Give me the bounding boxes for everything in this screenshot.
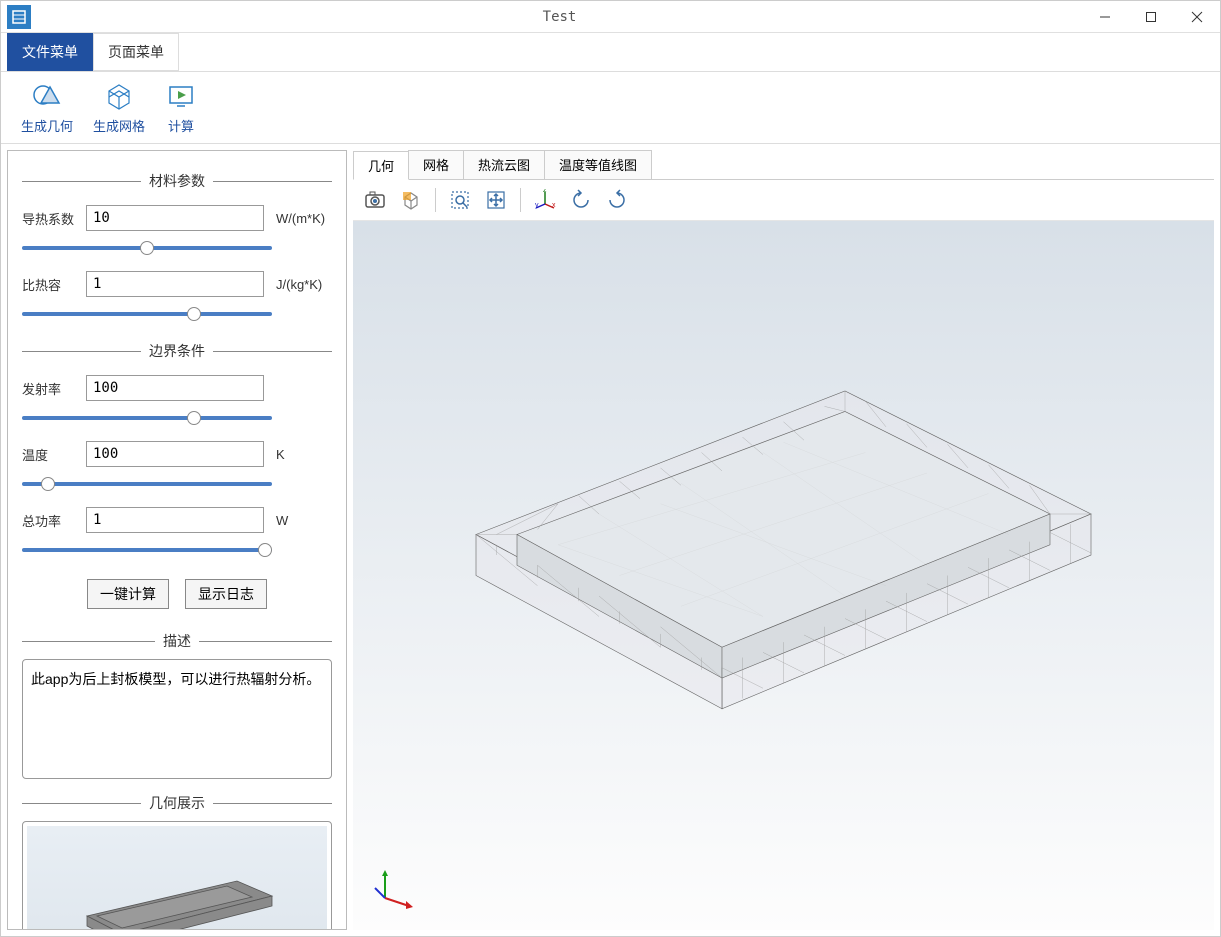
window-controls: [1082, 1, 1220, 33]
default-view-button[interactable]: z x y: [529, 184, 561, 216]
ribbon-tabs: 文件菜单 页面菜单: [1, 33, 1220, 72]
view-tab-heatflow[interactable]: 热流云图: [463, 150, 545, 179]
temperature-label: 温度: [22, 445, 78, 464]
compute-icon: [165, 80, 197, 112]
view-tabs: 几何 网格 热流云图 温度等值线图: [353, 150, 1214, 180]
section-material-title: 材料参数: [22, 171, 332, 191]
generate-geometry-button[interactable]: 生成几何: [21, 80, 73, 135]
ribbon-body: 生成几何 生成网格 计算: [1, 72, 1220, 144]
rotate-ccw-icon: [570, 189, 592, 211]
geometry-preview[interactable]: [22, 821, 332, 930]
axis-gizmo-icon: [373, 866, 417, 910]
close-button[interactable]: [1174, 1, 1220, 33]
spec-heat-unit: J/(kg*K): [272, 277, 332, 292]
3d-viewport[interactable]: [353, 221, 1214, 930]
titlebar: Test: [1, 1, 1220, 33]
minimize-button[interactable]: [1082, 1, 1128, 33]
section-preview-title: 几何展示: [22, 793, 332, 813]
xyz-axis-icon: z x y: [534, 189, 556, 211]
screenshot-button[interactable]: [359, 184, 391, 216]
param-thermal-conductivity: 导热系数 W/(m*K): [22, 205, 332, 231]
compute-button[interactable]: 计算: [165, 80, 197, 135]
rotate-cw-button[interactable]: [601, 184, 633, 216]
power-unit: W: [272, 513, 332, 528]
ribbon-tab-file[interactable]: 文件菜单: [7, 33, 93, 71]
view-tab-mesh[interactable]: 网格: [408, 150, 464, 179]
temperature-input[interactable]: [86, 441, 264, 467]
compute-label: 计算: [168, 116, 194, 135]
param-emissivity: 发射率: [22, 375, 332, 401]
zoom-extents-button[interactable]: [444, 184, 476, 216]
pan-button[interactable]: [480, 184, 512, 216]
generate-mesh-label: 生成网格: [93, 116, 145, 135]
mesh-model: [353, 221, 1214, 930]
svg-text:x: x: [552, 202, 556, 209]
description-box: 此app为后上封板模型，可以进行热辐射分析。: [22, 659, 332, 779]
param-temperature: 温度 K: [22, 441, 332, 467]
action-buttons: 一键计算 显示日志: [22, 579, 332, 609]
left-panel: 材料参数 导热系数 W/(m*K) 比热容 J/(kg*K) 边界条件 发射率: [7, 150, 347, 930]
temperature-unit: K: [272, 447, 332, 462]
thermal-cond-unit: W/(m*K): [272, 211, 332, 226]
ribbon: 文件菜单 页面菜单 生成几何 生成网格 计算: [1, 33, 1220, 144]
rotate-cw-icon: [606, 189, 628, 211]
power-label: 总功率: [22, 511, 78, 530]
cube-select-icon: [400, 189, 422, 211]
emissivity-label: 发射率: [22, 379, 78, 398]
rotate-ccw-button[interactable]: [565, 184, 597, 216]
main-area: 材料参数 导热系数 W/(m*K) 比热容 J/(kg*K) 边界条件 发射率: [1, 144, 1220, 936]
view-tab-isotherm[interactable]: 温度等值线图: [544, 150, 652, 179]
ribbon-tab-page[interactable]: 页面菜单: [93, 33, 179, 71]
pan-icon: [485, 189, 507, 211]
power-input[interactable]: [86, 507, 264, 533]
geometry-icon: [31, 80, 63, 112]
show-log-button[interactable]: 显示日志: [185, 579, 267, 609]
zoom-box-icon: [449, 189, 471, 211]
emissivity-input[interactable]: [86, 375, 264, 401]
svg-text:z: z: [543, 189, 547, 194]
maximize-button[interactable]: [1128, 1, 1174, 33]
param-specific-heat: 比热容 J/(kg*K): [22, 271, 332, 297]
power-slider[interactable]: [22, 548, 272, 552]
spec-heat-label: 比热容: [22, 275, 78, 294]
mesh-icon: [103, 80, 135, 112]
view-toolbar: z x y: [353, 180, 1214, 221]
svg-text:y: y: [535, 202, 539, 209]
camera-icon: [364, 189, 386, 211]
generate-geometry-label: 生成几何: [21, 116, 73, 135]
app-icon: [7, 5, 31, 29]
thermal-cond-label: 导热系数: [22, 209, 78, 228]
view-tab-geometry[interactable]: 几何: [353, 151, 409, 180]
section-desc-title: 描述: [22, 631, 332, 651]
preview-model: [27, 826, 327, 930]
generate-mesh-button[interactable]: 生成网格: [93, 80, 145, 135]
temperature-slider[interactable]: [22, 482, 272, 486]
right-panel: 几何 网格 热流云图 温度等值线图 z x y: [353, 150, 1214, 930]
param-power: 总功率 W: [22, 507, 332, 533]
section-boundary-title: 边界条件: [22, 341, 332, 361]
app-window: Test 文件菜单 页面菜单 生成几何 生成网格: [0, 0, 1221, 937]
spec-heat-input[interactable]: [86, 271, 264, 297]
select-mode-button[interactable]: [395, 184, 427, 216]
window-title: Test: [37, 9, 1082, 25]
emissivity-slider[interactable]: [22, 416, 272, 420]
thermal-cond-slider[interactable]: [22, 246, 272, 250]
spec-heat-slider[interactable]: [22, 312, 272, 316]
one-click-calc-button[interactable]: 一键计算: [87, 579, 169, 609]
thermal-cond-input[interactable]: [86, 205, 264, 231]
